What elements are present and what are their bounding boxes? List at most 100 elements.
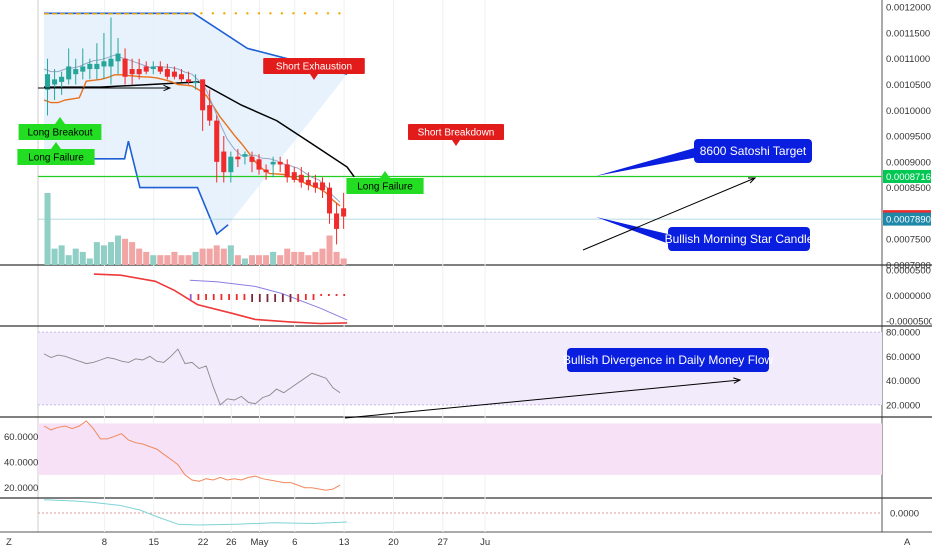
time-tick-label: 8 <box>102 537 107 548</box>
callout: Bullish Morning Star Candle <box>596 217 814 251</box>
candle-body <box>45 74 51 90</box>
volume-bar <box>115 235 122 265</box>
price-tick-label: 0.0009500 <box>886 132 931 143</box>
volume-bar <box>65 255 72 265</box>
candle-body <box>319 182 325 191</box>
mfi-tick-label: 60.0000 <box>886 352 920 363</box>
time-tick-label: May <box>251 537 269 548</box>
macd-histogram-bar <box>274 293 277 302</box>
volume-bar <box>256 255 263 265</box>
corner-label-left: Z <box>6 537 12 548</box>
macd-histogram-bar <box>281 293 284 302</box>
volume-bar <box>86 258 93 265</box>
volume-bar <box>291 251 298 265</box>
macd-histogram-bar <box>335 293 338 296</box>
volume-bar <box>312 251 319 265</box>
support-arrow-head <box>163 84 172 92</box>
volume-bar <box>51 248 58 265</box>
time-tick-label: 22 <box>198 537 209 548</box>
target-arrow-head <box>747 177 757 184</box>
volume-bar <box>340 258 347 265</box>
candle-body <box>122 58 128 77</box>
ma-grey-line <box>43 54 341 203</box>
macd-histogram-bar <box>197 293 200 300</box>
price-tick-label: 0.0008500 <box>886 183 931 194</box>
dotted-resistance-dot <box>200 12 203 15</box>
rsi-tick-label: 60.0000 <box>4 432 38 443</box>
callout-box <box>694 139 812 163</box>
candle-body <box>221 151 227 173</box>
candle-body <box>284 164 290 178</box>
volume-bar <box>206 248 213 265</box>
time-tick-label: 20 <box>388 537 399 548</box>
volume-bar <box>326 235 333 265</box>
signal-label-text: Short Exhaustion <box>276 62 352 73</box>
price-badge-label: 0.0007890 <box>886 215 931 226</box>
price-tick-label: 0.0011000 <box>886 54 930 65</box>
price-tick-label: 0.0010500 <box>886 80 931 91</box>
time-tick-label: 15 <box>148 537 159 548</box>
candle-body <box>94 63 100 70</box>
price-badge-box <box>883 170 931 184</box>
signal-label: Long Failure <box>17 142 95 165</box>
time-tick-label: 27 <box>438 537 449 548</box>
rsi-tick-label: 40.0000 <box>4 458 38 469</box>
signal-label-box <box>346 178 424 194</box>
candle-body <box>270 161 276 165</box>
signal-label-pointer <box>310 74 318 80</box>
dotted-resistance-dot <box>234 12 238 15</box>
macd-histogram-bar <box>320 293 323 296</box>
mfi-line <box>43 348 341 406</box>
signal-label-pointer <box>452 140 460 146</box>
candle-body <box>228 156 234 173</box>
volume-bar <box>143 251 150 265</box>
dotted-resistance-dot <box>292 12 295 15</box>
time-tick-label: Ju <box>480 537 490 548</box>
signal-label: Short Breakdown <box>408 124 504 146</box>
volume-bar <box>298 251 305 265</box>
target-arrow <box>582 177 756 251</box>
signal-label-box <box>17 149 95 165</box>
macd-histogram-bar <box>258 293 261 302</box>
volume-bar <box>171 251 178 265</box>
volume-bar <box>227 245 234 265</box>
volume-bar <box>270 251 277 265</box>
channel-lower-line <box>44 141 229 236</box>
candle-body <box>108 58 114 67</box>
candle-body <box>80 66 86 72</box>
osc-line <box>43 499 348 526</box>
candle-body <box>143 66 149 72</box>
candle-body <box>136 69 142 75</box>
price-badge-box <box>883 212 931 226</box>
callout-pointer <box>596 147 698 176</box>
candle-body <box>66 66 72 80</box>
time-tick-label: 26 <box>226 537 237 548</box>
dotted-resistance-dot <box>338 12 341 15</box>
signal-label-pointer <box>380 171 390 178</box>
callout: 8600 Satoshi Target <box>596 139 812 176</box>
volume-bar <box>234 255 241 265</box>
volume-bar <box>93 242 100 265</box>
candle-body <box>178 74 184 80</box>
dotted-resistance-dot <box>211 12 215 15</box>
osc-tick-label: 0.0000 <box>890 509 919 520</box>
corner-label-right: A <box>904 537 911 548</box>
candle-body <box>73 69 79 75</box>
macd-histogram-bar <box>212 293 215 300</box>
rsi-line <box>43 420 341 491</box>
signal-label-text: Long Breakout <box>27 128 92 139</box>
candle-body <box>164 69 170 77</box>
volume-bar <box>44 193 51 265</box>
volume-bar <box>107 242 114 265</box>
macd-histogram-bar <box>343 293 346 296</box>
price-tick-label: 0.0007000 <box>886 261 931 272</box>
price-tick-label: 0.0012000 <box>886 3 931 14</box>
macd-histogram-bar <box>312 293 315 300</box>
candle-body <box>334 213 340 229</box>
callout-text: Bullish Morning Star Candle <box>665 232 814 246</box>
price-tick-label: 0.0011500 <box>886 28 930 39</box>
macd-tick-label: -0.0000500 <box>886 316 932 327</box>
dotted-resistance-dot <box>269 12 272 15</box>
dotted-resistance-dot <box>257 12 261 15</box>
